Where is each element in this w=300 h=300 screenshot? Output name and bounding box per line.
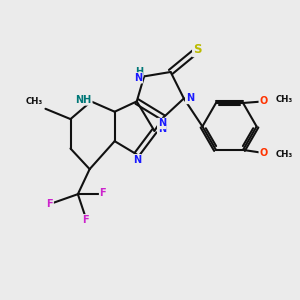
Text: N: N xyxy=(158,118,166,128)
Text: CH₃: CH₃ xyxy=(25,97,43,106)
Text: H: H xyxy=(135,67,143,77)
Text: CH₃: CH₃ xyxy=(276,150,293,159)
Text: F: F xyxy=(82,215,88,225)
Text: N: N xyxy=(134,73,142,83)
Text: F: F xyxy=(46,200,53,209)
Text: N: N xyxy=(133,155,141,165)
Text: N: N xyxy=(186,94,194,103)
Text: S: S xyxy=(193,44,201,56)
Text: NH: NH xyxy=(76,95,92,105)
Text: O: O xyxy=(259,148,268,158)
Text: CH₃: CH₃ xyxy=(276,95,293,104)
Text: O: O xyxy=(259,96,268,106)
Text: N: N xyxy=(158,124,166,134)
Text: F: F xyxy=(100,188,106,198)
